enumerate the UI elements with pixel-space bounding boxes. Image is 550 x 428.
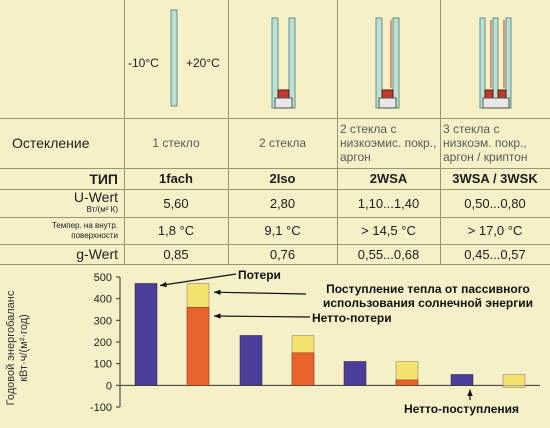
- type-label: ТИП: [89, 170, 118, 187]
- divider: [440, 0, 441, 264]
- divider: [0, 118, 550, 119]
- type-value: 2Iso: [269, 171, 296, 186]
- solar-gain-bar: [502, 374, 526, 386]
- net-loss-bar: [395, 379, 419, 386]
- uwert-value: 2,80: [269, 195, 296, 211]
- outside-temp: -10°C: [128, 56, 159, 70]
- divider: [0, 168, 550, 169]
- arrow-solar-gain: [213, 291, 307, 295]
- y-tick-label: 0: [106, 380, 112, 392]
- divider: [0, 264, 550, 265]
- divider: [0, 244, 550, 245]
- y-tick-label: 100: [94, 359, 112, 371]
- loss-bar: [134, 283, 158, 386]
- glazing-diagrams: [170, 9, 512, 109]
- uwert-value: 1,10...1,40: [357, 195, 420, 211]
- arrow-net-losses: [213, 315, 311, 318]
- arrow-net-losses-head: [214, 313, 221, 319]
- net-gain-bar: [502, 385, 526, 388]
- single-pane-icon: [170, 9, 178, 107]
- glazing-value: 2 стекла: [258, 136, 307, 150]
- uwert-value: 0,50...0,80: [464, 195, 526, 211]
- arrow-losses-head: [160, 281, 167, 288]
- y-tick-label: 200: [94, 337, 112, 349]
- gwert-value: 0,76: [269, 246, 296, 262]
- annotation-net-losses: Нетто-потери: [312, 311, 392, 325]
- inside-temp: +20°C: [186, 56, 220, 70]
- divider: [228, 0, 229, 264]
- temp-value: > 14,5 °C: [361, 223, 416, 238]
- y-tick-label: 400: [94, 294, 112, 306]
- annotation-losses: Потери: [238, 268, 281, 282]
- y-tick-label: 500: [94, 272, 112, 284]
- y-tick-label: 300: [94, 315, 112, 327]
- double-pane-icon: [271, 17, 296, 109]
- arrow-net-gains-head: [467, 389, 473, 396]
- gwert-value: 0,45...0,57: [464, 246, 526, 262]
- temp-label: Темпер. на внутр. поверхности: [51, 220, 118, 240]
- gwert-value: 0,85: [163, 246, 189, 262]
- uwert-label: U-Wert: [73, 189, 118, 205]
- annotation-net-gains: Нетто-поступления: [404, 402, 520, 416]
- gwert-label: g-Wert: [76, 246, 118, 262]
- divider: [0, 217, 550, 218]
- uwert-value: 5,60: [163, 195, 189, 211]
- type-value: 1fach: [159, 171, 193, 186]
- uwert-unit: Вт/(м² К): [86, 205, 118, 214]
- divider: [337, 0, 338, 264]
- net-loss-bar: [291, 352, 315, 386]
- glazing-value: 2 стекла с низкоэмис. покр., аргон: [340, 122, 437, 164]
- triple-pane-icon: [479, 17, 512, 109]
- divider: [0, 189, 550, 190]
- glazing-value: 3 стекла с низкоэм. покр., аргон / крипт…: [443, 122, 528, 164]
- glazing-value: 1 стекло: [152, 136, 200, 150]
- loss-bar: [343, 361, 367, 386]
- double-pane-lowe-icon: [375, 17, 400, 109]
- loss-bar: [239, 335, 263, 386]
- type-value: 2WSA: [369, 171, 408, 186]
- divider: [124, 0, 125, 264]
- gwert-value: 0,55...0,68: [357, 246, 420, 262]
- type-value: 3WSA / 3WSK: [452, 171, 538, 186]
- temp-value: 9,1 °C: [264, 223, 301, 238]
- y-tick-label: -100: [90, 402, 112, 414]
- loss-bar: [450, 374, 474, 386]
- temp-value: 1,8 °C: [157, 223, 195, 238]
- arrow-losses: [159, 273, 237, 287]
- energy-balance-chart: 500 400 300 200 100 0 -100: [90, 272, 540, 414]
- arrow-solar-gain-head: [214, 289, 221, 296]
- annotation-solar-gain: Поступление тепла от пассивного использо…: [322, 282, 534, 310]
- net-loss-bar: [186, 307, 210, 386]
- temp-value: > 17,0 °C: [467, 223, 523, 238]
- glazing-label: Остекление: [12, 135, 90, 151]
